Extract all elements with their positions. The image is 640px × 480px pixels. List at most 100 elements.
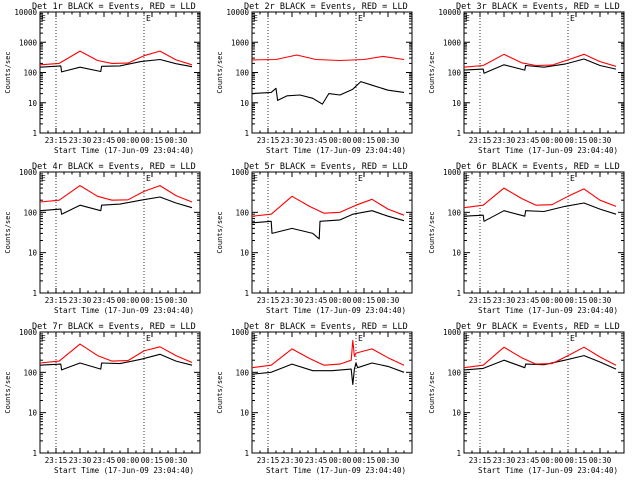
x-tick-label: 23:15 — [45, 136, 68, 145]
lld-series-line — [39, 50, 193, 66]
corner-mark: E — [358, 174, 363, 183]
lld-series-line — [251, 339, 405, 369]
detector-panel: Det 3r BLACK = Events, RED = LLD 1 10 100 10… — [428, 2, 625, 155]
x-tick-label: 23:30 — [281, 296, 304, 305]
x-tick-label: 23:30 — [69, 456, 92, 465]
y-axis-label: Counts/sec — [216, 211, 224, 253]
panel-title: Det 7r BLACK = Events, RED = LLD — [32, 322, 196, 332]
y-tick-label: 100 — [235, 208, 249, 217]
x-tick-label: 00:00 — [541, 456, 564, 465]
y-tick-label: 1 — [456, 289, 461, 298]
y-tick-label: 10 — [28, 409, 38, 418]
y-tick-label: 10000 — [438, 8, 461, 17]
x-tick-label: 00:00 — [329, 456, 352, 465]
panel-title: Det 4r BLACK = Events, RED = LLD — [32, 162, 196, 172]
y-tick-label: 100 — [447, 208, 461, 217]
x-tick-label: 23:30 — [493, 456, 516, 465]
x-tick-label: 23:45 — [517, 296, 540, 305]
x-axis-label: Start Time (17-Jun-09 23:04:40) — [266, 146, 406, 155]
x-tick-label: 00:15 — [565, 456, 588, 465]
x-tick-label: 00:30 — [377, 456, 400, 465]
y-axis-label: Counts/sec — [428, 51, 436, 93]
panel-title: Det 8r BLACK = Events, RED = LLD — [244, 322, 408, 332]
x-axis-label: Start Time (17-Jun-09 23:04:40) — [54, 466, 194, 475]
x-tick-label: 00:00 — [329, 136, 352, 145]
y-tick-label: 1 — [32, 449, 37, 458]
x-tick-label: 00:30 — [377, 296, 400, 305]
x-tick-label: 00:15 — [565, 136, 588, 145]
detector-panel: Det 8r BLACK = Events, RED = LLD 1 10 100 10… — [216, 322, 413, 475]
x-axis-label: Start Time (17-Jun-09 23:04:40) — [266, 306, 406, 315]
x-tick-label: 23:15 — [257, 296, 280, 305]
corner-mark: E — [465, 14, 470, 23]
x-tick-label: 23:15 — [469, 296, 492, 305]
x-tick-label: 23:45 — [305, 296, 328, 305]
panel-title: Det 6r BLACK = Events, RED = LLD — [456, 162, 620, 172]
x-tick-label: 23:45 — [305, 136, 328, 145]
x-tick-label: 23:45 — [517, 136, 540, 145]
events-series-line — [39, 196, 193, 215]
panel-title: Det 5r BLACK = Events, RED = LLD — [244, 162, 408, 172]
x-tick-label: 00:30 — [589, 296, 612, 305]
x-tick-label: 00:30 — [165, 456, 188, 465]
x-axis-label: Start Time (17-Jun-09 23:04:40) — [266, 466, 406, 475]
y-tick-label: 1 — [456, 129, 461, 138]
detector-panel: Det 4r BLACK = Events, RED = LLD 1 10 100 10… — [4, 162, 201, 315]
panel-title: Det 3r BLACK = Events, RED = LLD — [456, 2, 620, 12]
plot-frame — [463, 171, 625, 294]
x-tick-label: 23:30 — [69, 296, 92, 305]
corner-mark: E — [358, 14, 363, 23]
y-tick-label: 10000 — [226, 8, 249, 17]
y-tick-label: 1000 — [443, 38, 462, 47]
plot-frame — [251, 331, 413, 454]
y-axis-label: Counts/sec — [216, 51, 224, 93]
detector-panel: Det 6r BLACK = Events, RED = LLD 1 10 100 10… — [428, 162, 625, 315]
x-tick-label: 23:15 — [257, 456, 280, 465]
lld-series-line — [463, 187, 617, 209]
x-tick-label: 00:00 — [541, 296, 564, 305]
y-tick-label: 10 — [28, 99, 38, 108]
y-tick-label: 100 — [235, 69, 249, 78]
x-tick-label: 00:15 — [353, 456, 376, 465]
corner-mark: E — [253, 174, 258, 183]
plot-frame — [463, 331, 625, 454]
panel-title: Det 2r BLACK = Events, RED = LLD — [244, 2, 408, 12]
x-tick-label: 00:00 — [117, 456, 140, 465]
corner-mark: E — [253, 334, 258, 343]
x-tick-label: 23:30 — [493, 296, 516, 305]
x-tick-label: 00:15 — [141, 456, 164, 465]
plot-frame — [39, 171, 201, 294]
y-axis-label: Counts/sec — [428, 371, 436, 413]
x-tick-label: 23:15 — [45, 456, 68, 465]
y-tick-label: 10 — [452, 409, 462, 418]
lld-series-line — [463, 346, 617, 369]
x-tick-label: 23:30 — [281, 456, 304, 465]
x-tick-label: 00:15 — [353, 296, 376, 305]
y-tick-label: 10000 — [14, 8, 37, 17]
events-series-line — [251, 210, 405, 240]
y-tick-label: 1 — [244, 129, 249, 138]
panel-title: Det 9r BLACK = Events, RED = LLD — [456, 322, 620, 332]
y-tick-label: 1000 — [443, 328, 462, 337]
corner-mark: E — [146, 14, 151, 23]
x-axis-label: Start Time (17-Jun-09 23:04:40) — [478, 146, 618, 155]
x-tick-label: 00:00 — [117, 296, 140, 305]
y-axis-label: Counts/sec — [4, 51, 12, 93]
x-tick-label: 00:30 — [165, 136, 188, 145]
y-tick-label: 100 — [447, 69, 461, 78]
x-tick-label: 23:45 — [517, 456, 540, 465]
detector-panel: Det 2r BLACK = Events, RED = LLD 1 10 100 10… — [216, 2, 413, 155]
x-tick-label: 00:15 — [141, 296, 164, 305]
detector-panel: Det 7r BLACK = Events, RED = LLD 1 10 100 10… — [4, 322, 201, 475]
corner-mark: E — [465, 174, 470, 183]
y-tick-label: 100 — [235, 368, 249, 377]
y-tick-label: 100 — [23, 208, 37, 217]
panel-title: Det 1r BLACK = Events, RED = LLD — [32, 2, 196, 12]
plot-frame — [39, 331, 201, 454]
lld-series-line — [39, 343, 193, 364]
y-tick-label: 1000 — [19, 168, 38, 177]
y-tick-label: 1000 — [231, 168, 250, 177]
y-tick-label: 1000 — [19, 38, 38, 47]
y-tick-label: 10 — [452, 99, 462, 108]
